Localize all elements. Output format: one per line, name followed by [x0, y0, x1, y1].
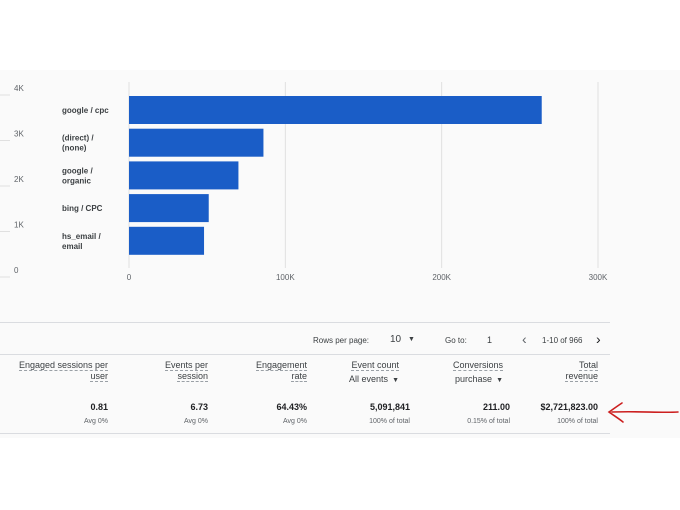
bar[interactable]	[129, 226, 205, 255]
value-conversions: 211.00	[482, 402, 510, 412]
sub-events-per-session: Avg 0%	[184, 418, 208, 425]
chevron-down-icon: ▼	[392, 377, 399, 384]
value-total-revenue: $2,721,823.00	[540, 402, 598, 412]
sub-engaged-sessions-per-user: Avg 0%	[84, 418, 108, 425]
table-divider	[0, 354, 610, 355]
category-label: bing / CPC	[62, 204, 103, 213]
top-whitespace	[0, 0, 680, 70]
y-tick-label: 0	[14, 266, 19, 275]
y-tick-label: 4K	[14, 84, 24, 93]
y-tick-label: 2K	[14, 175, 24, 184]
chevron-down-icon[interactable]: ▼	[408, 336, 415, 343]
chevron-left-icon[interactable]: ‹	[522, 331, 527, 347]
value-event-count: 5,091,841	[369, 402, 410, 412]
category-label: (none)	[62, 144, 87, 153]
rows-per-page-label: Rows per page:	[313, 336, 370, 345]
category-label: hs_email /	[62, 232, 101, 241]
category-label: google / cpc	[62, 106, 109, 115]
rows-per-page-select[interactable]: 10	[390, 334, 402, 345]
pagination-bar: Rows per page: 10 ▼ Go to: 1 ‹ 1-10 of 9…	[300, 331, 610, 352]
header-total-revenue[interactable]: Total revenue	[565, 360, 598, 382]
sub-engagement-rate: Avg 0%	[283, 418, 307, 425]
event-selector[interactable]: All events ▼	[349, 374, 399, 384]
conversion-selector[interactable]: purchase ▼	[455, 374, 503, 384]
sub-total-revenue: 100% of total	[557, 418, 598, 425]
category-label: email	[62, 242, 82, 251]
sub-conversions: 0.15% of total	[467, 418, 510, 425]
report-card: 0 100K 200K 300K 4K 3K 2K 1K 0 google / cpc (direc…	[0, 70, 680, 438]
value-events-per-session: 6.73	[190, 402, 208, 412]
header-engagement-rate[interactable]: Engagement rate	[255, 360, 307, 382]
red-arrow-annotation	[607, 402, 679, 423]
traffic-source-bar-chart: 0 100K 200K 300K 4K 3K 2K 1K 0 google / cpc (direc…	[0, 82, 608, 282]
page-range-text: 1-10 of 966	[542, 336, 583, 345]
x-tick-label: 100K	[276, 273, 295, 282]
category-label: google /	[62, 166, 93, 175]
chevron-down-icon: ▼	[496, 377, 503, 384]
bar[interactable]	[129, 194, 209, 223]
x-tick-label: 300K	[589, 273, 608, 282]
header-conversions[interactable]: Conversions purchase ▼	[452, 360, 503, 384]
sub-event-count: 100% of total	[369, 418, 410, 425]
header-engaged-sessions-per-user[interactable]: Engaged sessions per user	[18, 360, 108, 382]
chart-divider	[0, 322, 610, 323]
table-bottom-divider	[0, 433, 610, 434]
value-engagement-rate: 64.43%	[276, 402, 307, 412]
category-label: (direct) /	[62, 134, 94, 143]
value-engaged-sessions-per-user: 0.81	[90, 402, 108, 412]
y-tick-label: 1K	[14, 221, 24, 230]
category-label: organic	[62, 176, 91, 185]
goto-label: Go to:	[445, 336, 467, 345]
y-tick-label: 3K	[14, 130, 24, 139]
header-event-count[interactable]: Event count All events ▼	[349, 360, 399, 384]
x-tick-label: 0	[127, 273, 132, 282]
goto-page-input[interactable]: 1	[487, 335, 493, 345]
header-events-per-session[interactable]: Events per session	[164, 360, 208, 382]
bar[interactable]	[129, 128, 264, 157]
bar[interactable]	[129, 96, 542, 124]
bar[interactable]	[129, 161, 239, 190]
chevron-right-icon[interactable]: ›	[596, 331, 601, 347]
bottom-whitespace	[0, 438, 680, 510]
x-tick-label: 200K	[432, 273, 451, 282]
